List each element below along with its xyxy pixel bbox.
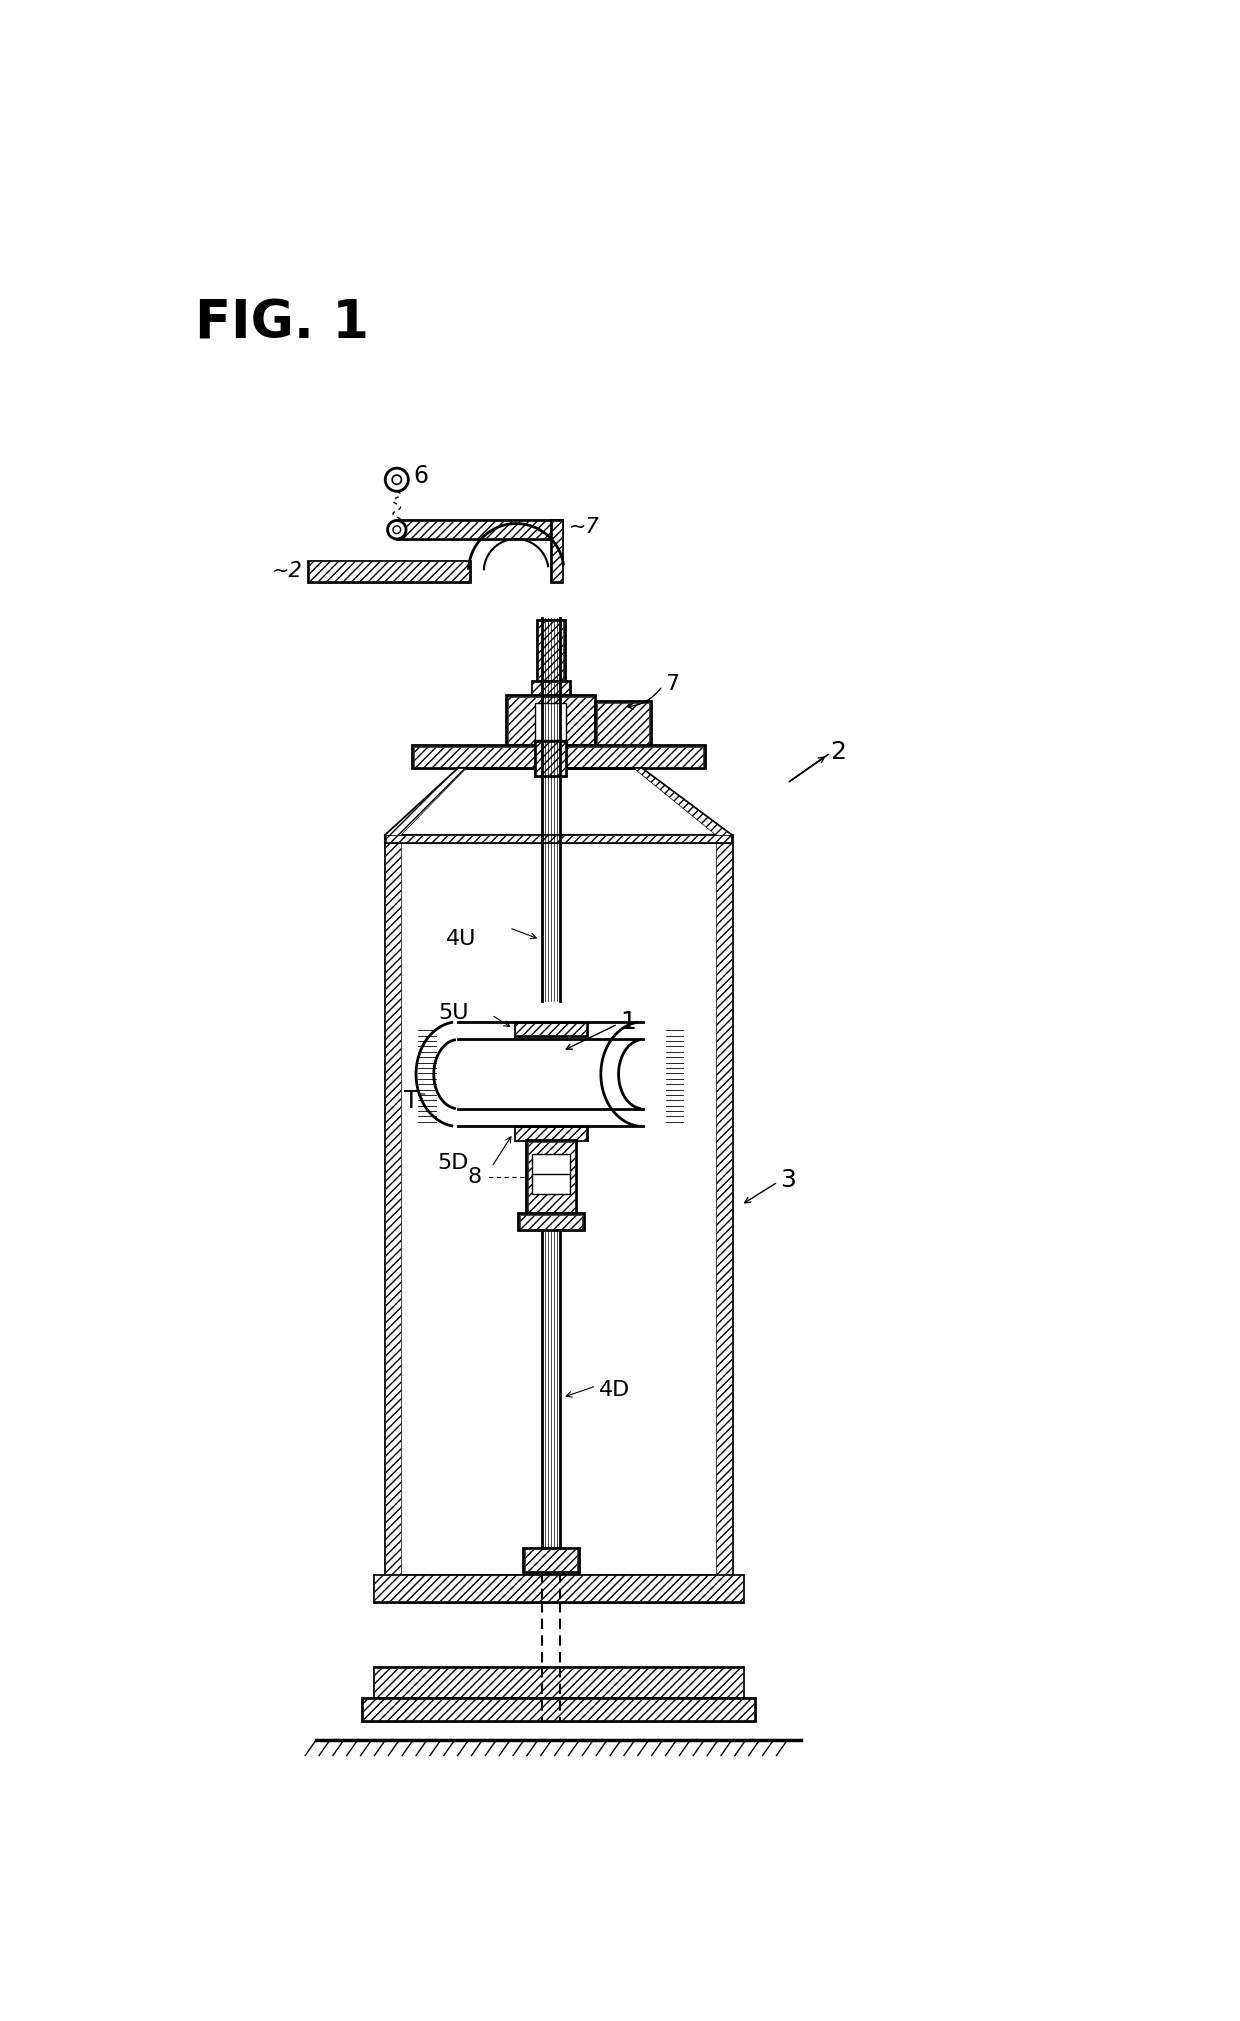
Bar	[525, 1550, 577, 1570]
Bar	[401, 1578, 717, 1601]
Text: 5D: 5D	[436, 1154, 469, 1174]
Bar	[717, 835, 732, 1574]
Bar	[414, 748, 703, 766]
Bar	[386, 835, 732, 843]
Bar	[398, 521, 562, 538]
Bar	[507, 697, 594, 744]
Bar	[516, 1023, 587, 1035]
Text: 6: 6	[414, 465, 429, 487]
Text: FIG. 1: FIG. 1	[195, 297, 370, 350]
Bar	[373, 1667, 743, 1698]
Bar	[374, 1667, 743, 1698]
Bar	[536, 703, 567, 740]
Text: 4U: 4U	[445, 930, 476, 950]
Bar	[363, 1698, 754, 1720]
Circle shape	[393, 525, 401, 534]
Bar	[309, 562, 469, 582]
Bar	[537, 620, 564, 681]
Bar	[373, 1574, 743, 1601]
Bar	[386, 835, 732, 1574]
Bar	[374, 1576, 743, 1601]
Text: ~2: ~2	[272, 562, 303, 582]
Bar	[515, 1126, 587, 1140]
Bar	[595, 701, 651, 748]
Polygon shape	[386, 768, 732, 835]
Text: ~7: ~7	[568, 517, 599, 538]
Text: 1: 1	[620, 1010, 636, 1035]
Bar	[402, 1578, 715, 1601]
Text: 3: 3	[780, 1168, 796, 1192]
Bar	[516, 1128, 587, 1140]
Circle shape	[388, 521, 405, 540]
Bar	[386, 835, 732, 843]
Bar	[309, 560, 470, 582]
Text: 5U: 5U	[438, 1002, 469, 1023]
Text: 2: 2	[831, 740, 847, 764]
Circle shape	[392, 475, 402, 485]
Bar	[536, 742, 565, 776]
Bar	[526, 1140, 577, 1213]
Bar	[386, 835, 401, 1574]
Bar	[412, 746, 704, 768]
Bar	[506, 695, 595, 746]
Bar	[552, 521, 562, 582]
Bar	[596, 703, 650, 746]
Bar	[515, 1023, 587, 1035]
Bar	[518, 1213, 584, 1231]
Circle shape	[386, 469, 408, 491]
Bar	[551, 521, 563, 582]
Text: 4D: 4D	[599, 1380, 630, 1401]
Bar	[532, 681, 570, 695]
Bar	[538, 620, 563, 679]
Bar	[397, 521, 563, 540]
Polygon shape	[386, 768, 466, 835]
Text: T: T	[404, 1089, 419, 1114]
Bar	[532, 1154, 570, 1194]
Bar	[520, 1215, 583, 1229]
Bar	[528, 1142, 574, 1213]
Bar	[532, 683, 569, 695]
Text: 8: 8	[467, 1166, 481, 1186]
Polygon shape	[634, 768, 732, 835]
Text: 7: 7	[665, 673, 678, 693]
Bar	[523, 1548, 579, 1572]
Bar	[362, 1698, 755, 1722]
Bar	[536, 742, 567, 776]
